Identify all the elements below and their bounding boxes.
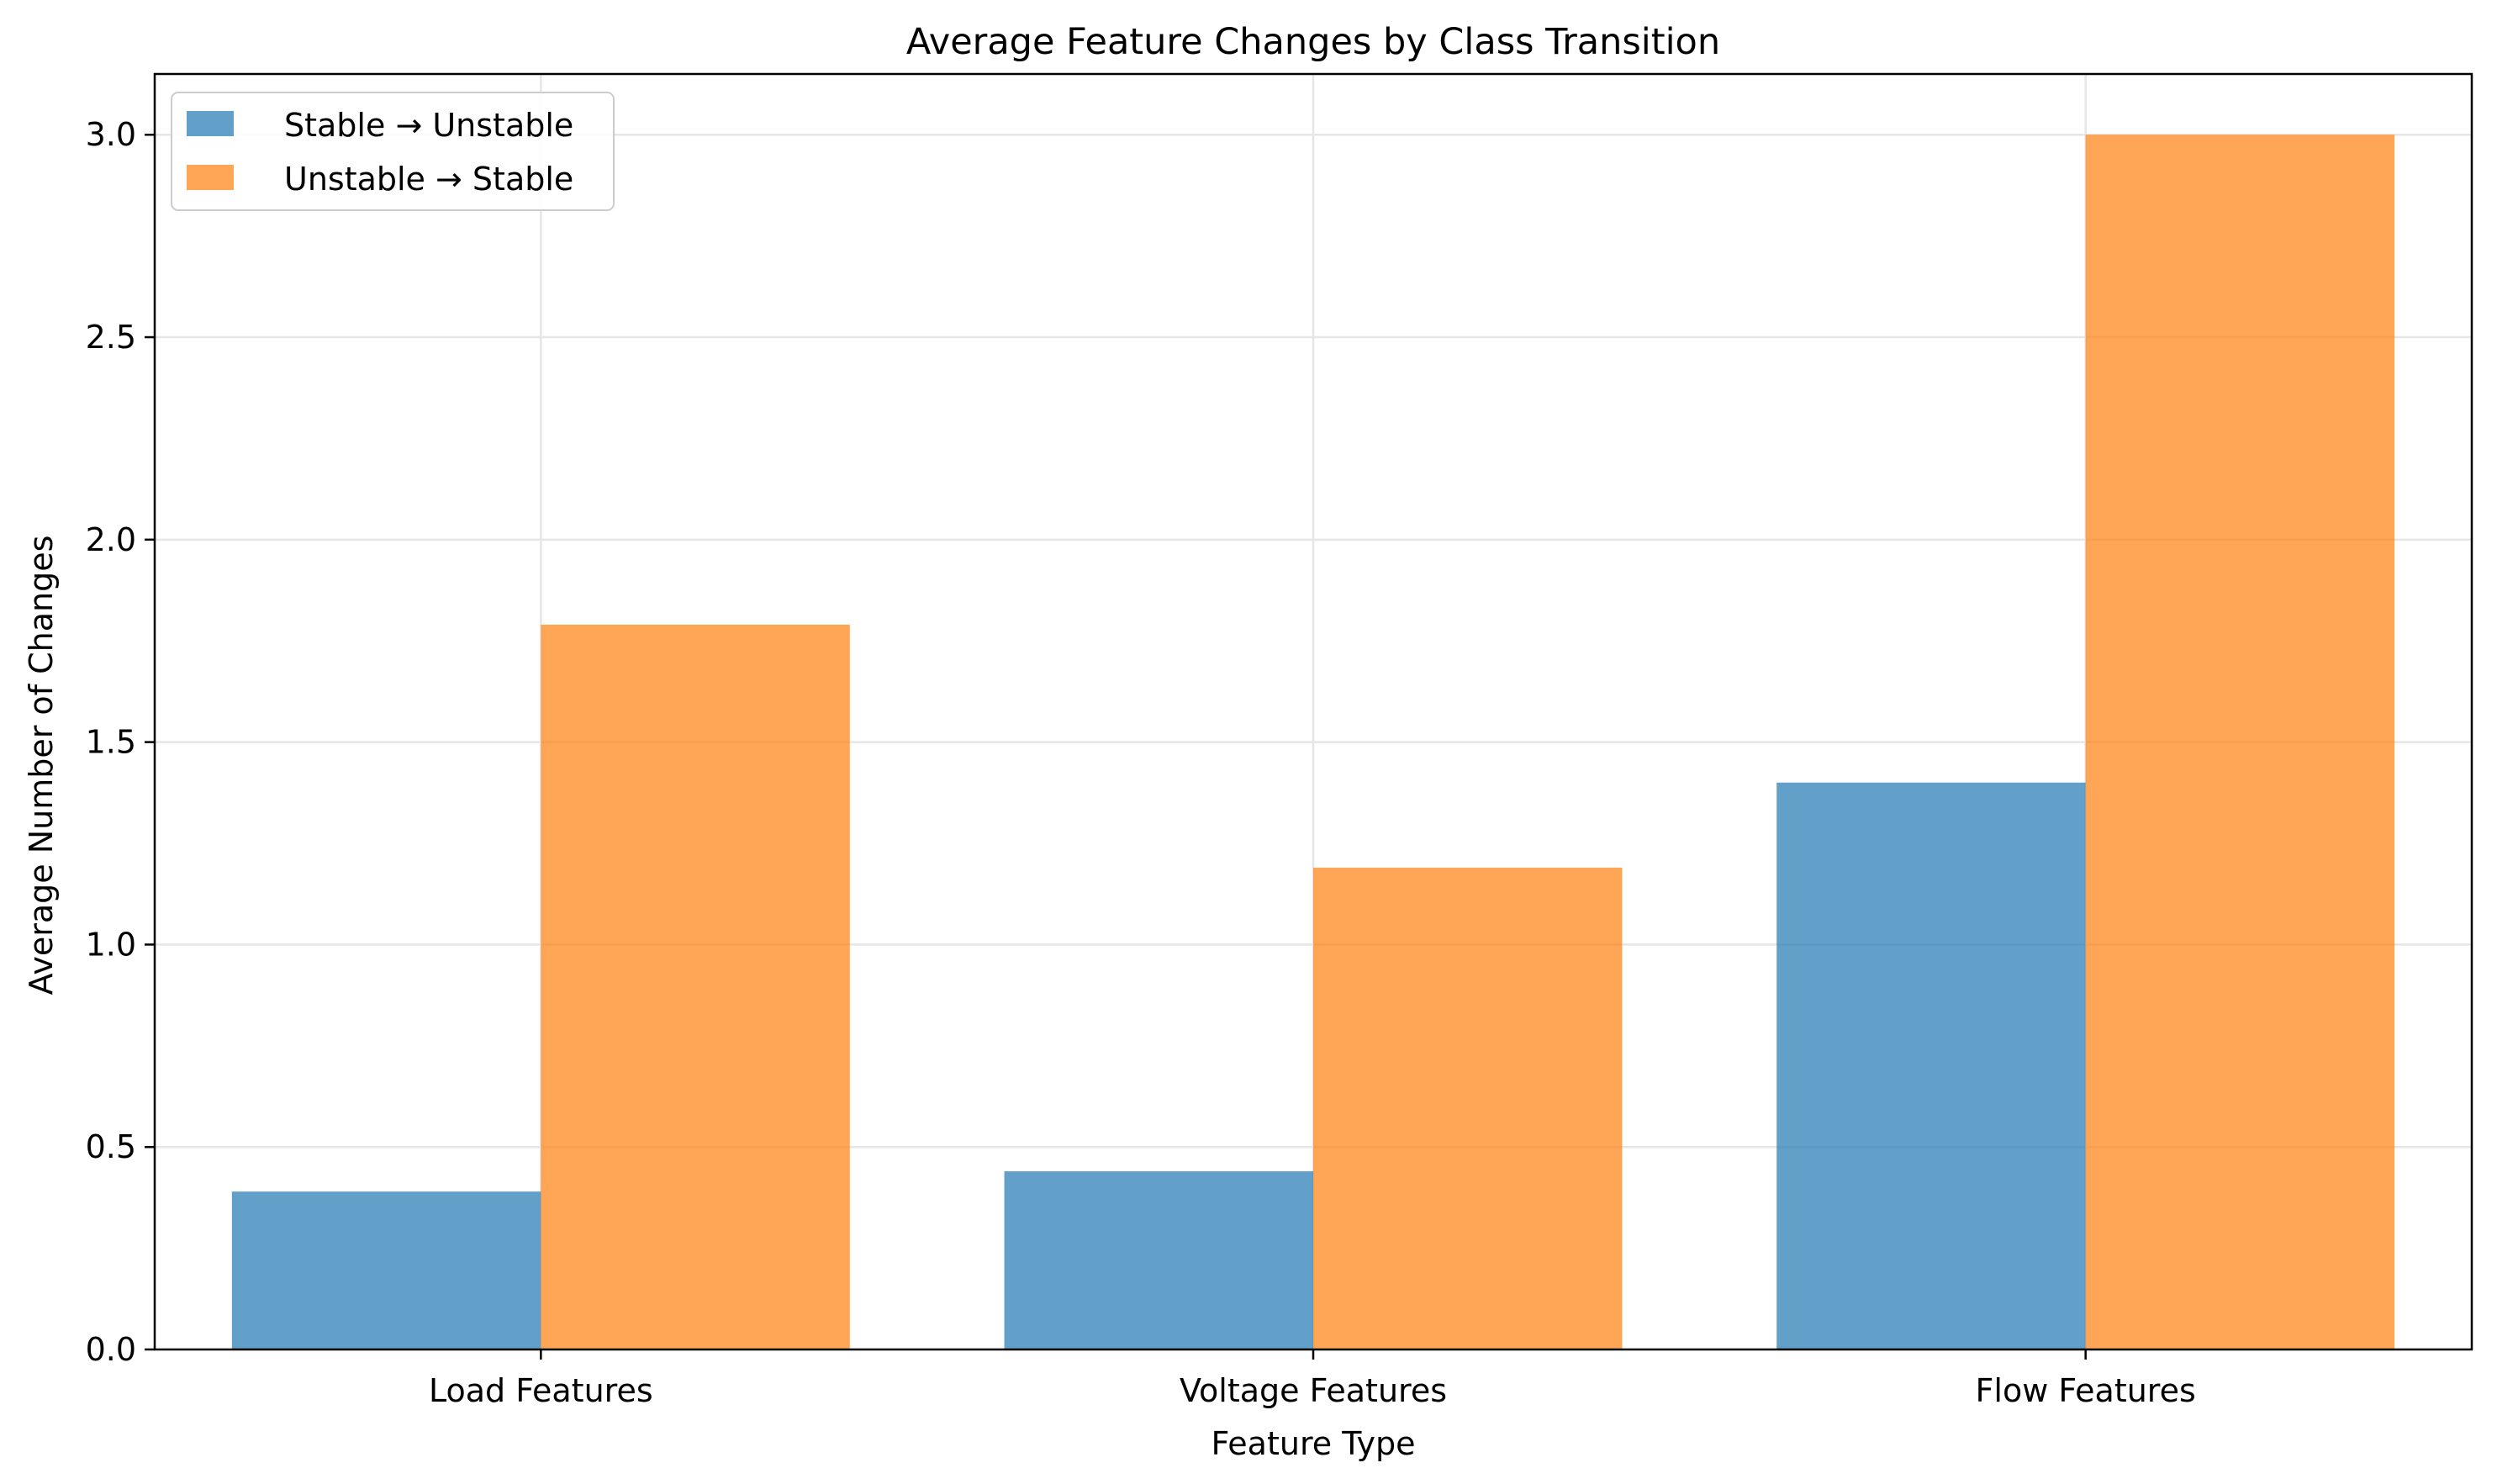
x-tick-label: Flow Features [1976,1372,2196,1409]
legend: Stable → Unstable Unstable → Stable [171,92,615,211]
bars [231,135,2395,1350]
y-axis-label: Average Number of Changes [23,536,60,995]
y-tick-label: 0.5 [86,1128,136,1165]
legend-swatch-unstable-to-stable [187,165,234,190]
x-axis-label: Feature Type [1212,1425,1416,1462]
legend-label-stable-to-unstable: Stable → Unstable [284,107,573,144]
bar-unstable-to-stable [541,624,850,1349]
y-tick-label: 2.0 [86,521,136,558]
legend-swatch-stable-to-unstable [187,111,234,136]
bar-stable-to-unstable [1004,1171,1313,1349]
x-tick-label: Voltage Features [1180,1372,1447,1409]
y-tick-label: 0.0 [86,1331,136,1368]
bar-stable-to-unstable [231,1191,541,1349]
bar-stable-to-unstable [1776,782,2086,1349]
chart-title: Average Feature Changes by Class Transit… [906,21,1720,63]
x-tick-label: Load Features [429,1372,653,1409]
bar-unstable-to-stable [2085,135,2395,1350]
y-axis-ticks: 0.0 0.5 1.0 1.5 2.0 2.5 3.0 [86,116,155,1368]
legend-label-unstable-to-stable: Unstable → Stable [284,161,573,198]
legend-box [171,92,615,211]
y-tick-label: 1.5 [86,724,136,761]
bar-unstable-to-stable [1313,867,1623,1349]
y-tick-label: 2.5 [86,319,136,356]
y-tick-label: 1.0 [86,926,136,963]
x-axis-ticks: Load Features Voltage Features Flow Featur… [429,1349,2196,1409]
y-tick-label: 3.0 [86,116,136,153]
